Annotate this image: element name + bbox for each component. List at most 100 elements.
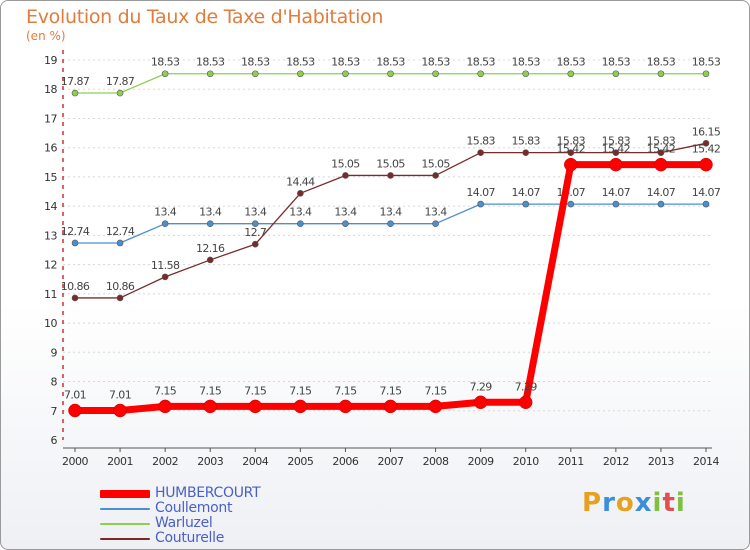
y-tick-label: 17 <box>44 112 57 125</box>
x-tick-label: 2007 <box>378 455 404 468</box>
data-point <box>477 200 484 208</box>
data-point <box>161 273 169 281</box>
data-label: 15.42 <box>557 143 586 156</box>
data-point <box>522 70 530 78</box>
data-point <box>702 70 710 78</box>
data-label: 7.15 <box>379 384 402 397</box>
data-point <box>383 399 398 414</box>
data-point <box>699 157 713 172</box>
legend-label: Couturelle <box>155 530 225 546</box>
data-point <box>71 239 79 247</box>
data-label: 14.44 <box>286 175 315 188</box>
data-label: 12.16 <box>196 242 225 255</box>
data-point <box>522 200 530 208</box>
data-point <box>387 172 394 179</box>
data-point <box>116 294 124 302</box>
data-point <box>473 395 488 410</box>
y-tick-label: 11 <box>44 288 57 301</box>
data-label: 12.74 <box>61 225 90 238</box>
data-label: 18.53 <box>692 56 721 69</box>
x-tick-label: 2004 <box>242 455 268 468</box>
data-label: 15.42 <box>647 143 676 156</box>
legend-swatch <box>100 523 150 525</box>
y-tick-label: 7 <box>51 405 58 418</box>
data-label: 7.15 <box>154 384 177 397</box>
data-label: 13.4 <box>425 206 448 219</box>
y-tick-label: 19 <box>44 54 57 67</box>
legend-label: HUMBERCOURT <box>155 485 261 501</box>
data-point <box>342 220 349 227</box>
data-point <box>116 89 124 97</box>
data-point <box>567 70 575 78</box>
data-label: 15.83 <box>557 135 586 148</box>
data-label: 7.15 <box>289 384 312 397</box>
data-point <box>654 157 668 172</box>
data-point <box>338 399 353 414</box>
logo-letter: P <box>582 488 603 518</box>
data-point <box>564 157 578 172</box>
proxiti-logo: Proxiti <box>582 488 686 518</box>
data-label: 13.4 <box>334 206 357 219</box>
y-tick-label: 13 <box>44 229 57 242</box>
data-point <box>158 399 172 414</box>
legend-label: Warluzel <box>155 515 213 531</box>
x-tick-label: 2002 <box>152 455 178 468</box>
x-tick-label: 2001 <box>107 455 133 468</box>
logo-letter: t <box>662 488 676 518</box>
data-point <box>297 220 304 227</box>
series-line-humbercourt <box>75 161 706 414</box>
data-point <box>432 70 439 78</box>
data-label: 15.83 <box>602 135 631 148</box>
data-point <box>657 200 665 208</box>
data-point <box>387 220 394 227</box>
data-point <box>612 200 620 208</box>
data-label: 10.86 <box>61 280 90 293</box>
data-label: 13.4 <box>244 206 267 219</box>
data-point <box>432 220 439 227</box>
data-label: 15.42 <box>602 143 631 156</box>
data-label: 7.15 <box>425 384 448 397</box>
data-label: 14.07 <box>692 186 721 199</box>
data-point <box>477 70 484 78</box>
data-label: 7.29 <box>470 380 493 393</box>
data-point <box>702 140 710 147</box>
data-point <box>293 399 308 414</box>
data-label: 15.05 <box>421 157 450 170</box>
x-tick-label: 2009 <box>468 455 494 468</box>
y-tick-label: 8 <box>51 376 58 389</box>
x-tick-label: 2008 <box>423 455 449 468</box>
data-point <box>702 200 710 208</box>
data-label: 16.15 <box>692 125 721 138</box>
data-label: 12.7 <box>244 226 267 239</box>
chart-title: Evolution du Taux de Taxe d'Habitation <box>26 6 384 28</box>
data-label: 7.01 <box>64 388 86 401</box>
data-point <box>206 220 214 227</box>
data-label: 18.53 <box>196 56 225 69</box>
data-label: 13.4 <box>199 206 222 219</box>
data-label: 18.53 <box>466 56 495 69</box>
x-tick-label: 2010 <box>513 455 539 468</box>
data-point <box>203 399 217 414</box>
y-tick-label: 14 <box>44 200 57 213</box>
data-point <box>342 70 349 78</box>
data-point <box>113 403 127 418</box>
data-label: 14.07 <box>647 186 676 199</box>
data-point <box>477 149 484 156</box>
data-label: 18.53 <box>376 56 405 69</box>
data-label: 14.07 <box>557 186 586 199</box>
data-point <box>297 70 304 78</box>
data-label: 10.86 <box>106 280 135 293</box>
data-point <box>609 157 623 172</box>
logo-letter: i <box>675 488 686 518</box>
data-label: 7.29 <box>515 380 538 393</box>
data-label: 15.05 <box>376 157 405 170</box>
data-label: 15.83 <box>511 135 540 148</box>
data-point <box>342 172 349 179</box>
logo-letter: r <box>602 488 616 518</box>
data-point <box>248 399 263 414</box>
y-tick-label: 10 <box>44 317 57 330</box>
data-point <box>297 189 304 197</box>
data-label: 13.4 <box>379 206 402 219</box>
